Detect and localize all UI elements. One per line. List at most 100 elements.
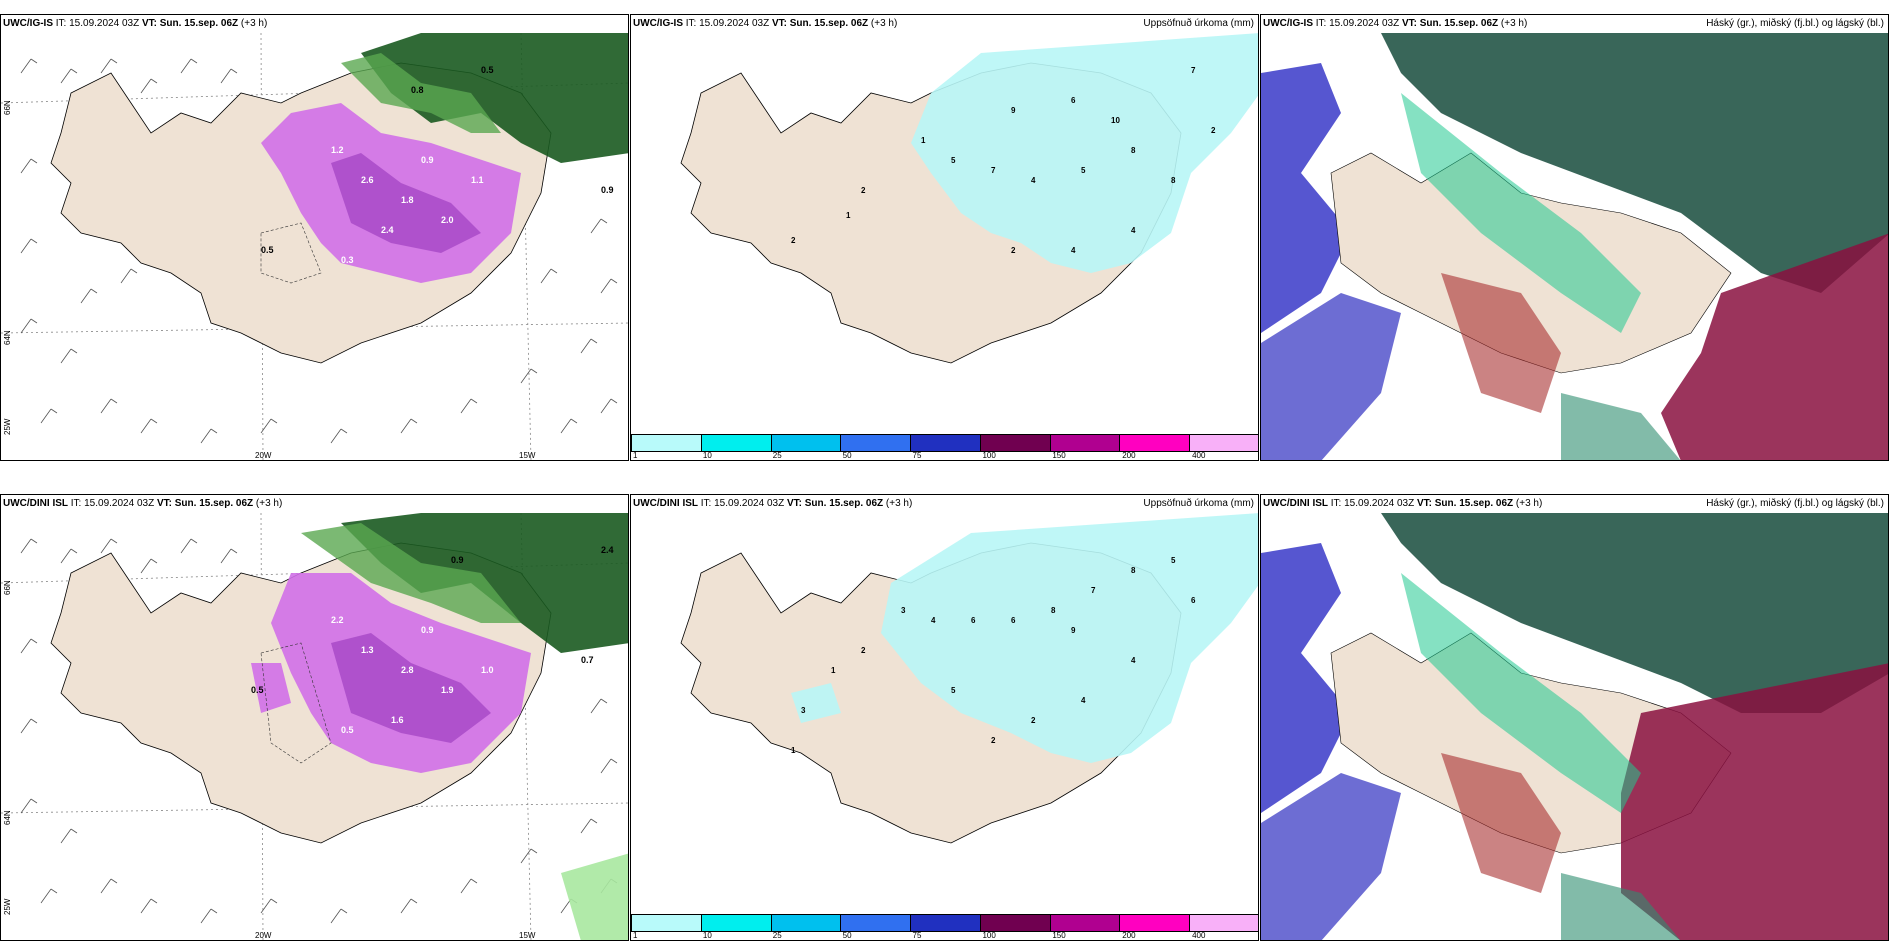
- svg-text:4: 4: [1031, 176, 1036, 185]
- panel-precip-row2: UWC/DINI ISL IT: 15.09.2024 03Z VT: Sun.…: [630, 494, 1259, 941]
- precip-colorbar: [631, 434, 1258, 452]
- svg-text:2: 2: [1211, 126, 1216, 135]
- svg-text:2.6: 2.6: [361, 175, 374, 185]
- precip-title: Uppsöfnuð úrkoma (mm): [1143, 18, 1254, 29]
- svg-text:2: 2: [1011, 246, 1016, 255]
- colorbar-segment: [1120, 915, 1191, 931]
- svg-text:5: 5: [951, 686, 956, 695]
- high-cloud: [1381, 33, 1888, 293]
- colorbar-segment: [632, 435, 702, 451]
- svg-text:2: 2: [991, 736, 996, 745]
- svg-text:1: 1: [846, 211, 851, 220]
- colorbar-segment: [1190, 915, 1258, 931]
- svg-text:0.9: 0.9: [421, 155, 434, 165]
- colorbar-tick-label: 50: [842, 931, 852, 940]
- svg-text:7: 7: [1191, 66, 1196, 75]
- svg-text:2.4: 2.4: [601, 545, 614, 555]
- mid-cloud: [1661, 233, 1888, 460]
- colorbar-segment: [1190, 435, 1258, 451]
- svg-text:0.5: 0.5: [481, 65, 494, 75]
- svg-text:6: 6: [1071, 96, 1076, 105]
- svg-text:2: 2: [791, 236, 796, 245]
- svg-text:3: 3: [801, 706, 806, 715]
- colorbar-tick-label: 400: [1192, 931, 1206, 940]
- svg-text:0.7: 0.7: [581, 655, 594, 665]
- precip-area: [911, 33, 1258, 273]
- svg-text:4: 4: [931, 616, 936, 625]
- svg-text:1: 1: [921, 136, 926, 145]
- svg-text:8: 8: [1131, 566, 1136, 575]
- corner-label-25w: 25W: [3, 898, 12, 915]
- svg-text:0.5: 0.5: [261, 245, 274, 255]
- svg-text:7: 7: [1091, 586, 1096, 595]
- svg-text:4: 4: [1081, 696, 1086, 705]
- colorbar-segment: [841, 435, 912, 451]
- svg-text:7: 7: [991, 166, 996, 175]
- colorbar-tick-label: 75: [912, 451, 922, 460]
- svg-text:1.3: 1.3: [361, 645, 374, 655]
- svg-text:6: 6: [1011, 616, 1016, 625]
- precip-title: Uppsöfnuð úrkoma (mm): [1143, 498, 1254, 509]
- lat-label-64n: 64N: [3, 810, 12, 825]
- svg-text:2: 2: [861, 186, 866, 195]
- cloud-map: [1261, 33, 1888, 460]
- svg-text:10: 10: [1111, 116, 1120, 125]
- precip-map: 3 4 6 6 8 7 8 5 6 4 4 2 2 5 2 1 3 1 9: [680, 513, 1258, 844]
- colorbar-tick-label: 25: [772, 931, 782, 940]
- lon-label-20w: 20W: [255, 931, 272, 940]
- panel-precip-row1: UWC/IG-IS IT: 15.09.2024 03Z VT: Sun. 15…: [630, 14, 1259, 461]
- green-precip: [361, 33, 628, 163]
- svg-text:2.4: 2.4: [381, 225, 394, 235]
- svg-text:6: 6: [1191, 596, 1196, 605]
- lat-label-66n: 66N: [3, 580, 12, 595]
- panel-header: UWC/IG-IS IT: 15.09.2024 03Z VT: Sun. 15…: [633, 18, 898, 29]
- svg-text:8: 8: [1051, 606, 1056, 615]
- mid-cloud: [1621, 663, 1888, 940]
- svg-text:2.0: 2.0: [441, 215, 454, 225]
- colorbar-tick-label: 1: [633, 931, 638, 940]
- panel-header: UWC/DINI ISL IT: 15.09.2024 03Z VT: Sun.…: [1263, 498, 1543, 509]
- colorbar-tick-label: 150: [1052, 931, 1066, 940]
- panel-wind-snow-row2: UWC/DINI ISL IT: 15.09.2024 03Z VT: Sun.…: [0, 494, 629, 941]
- svg-text:0.9: 0.9: [421, 625, 434, 635]
- cloud-title: Háský (gr.), miðský (fj.bl.) og lágský (…: [1706, 18, 1884, 29]
- panel-header: UWC/DINI ISL IT: 15.09.2024 03Z VT: Sun.…: [3, 498, 283, 509]
- low-cloud: [1261, 543, 1351, 813]
- panel-cloud-row2: UWC/DINI ISL IT: 15.09.2024 03Z VT: Sun.…: [1260, 494, 1889, 941]
- svg-text:1.8: 1.8: [401, 195, 414, 205]
- svg-text:1: 1: [831, 666, 836, 675]
- corner-label-25w: 25W: [3, 418, 12, 435]
- colorbar-tick-label: 1: [633, 451, 638, 460]
- svg-text:4: 4: [1131, 226, 1136, 235]
- svg-text:2.8: 2.8: [401, 665, 414, 675]
- svg-text:9: 9: [1011, 106, 1016, 115]
- svg-text:1.2: 1.2: [331, 145, 344, 155]
- colorbar-tick-label: 400: [1192, 451, 1206, 460]
- svg-text:1.9: 1.9: [441, 685, 454, 695]
- svg-text:4: 4: [1131, 656, 1136, 665]
- wind-barbs: [20, 538, 618, 924]
- colorbar-segment: [701, 435, 772, 451]
- low-cloud: [1261, 63, 1351, 333]
- panel-header: UWC/IG-IS IT: 15.09.2024 03Z VT: Sun. 15…: [3, 18, 268, 29]
- svg-text:8: 8: [1171, 176, 1176, 185]
- colorbar-tick-label: 10: [702, 451, 712, 460]
- wind-barbs: [20, 58, 618, 444]
- panel-cloud-row1: UWC/IG-IS IT: 15.09.2024 03Z VT: Sun. 15…: [1260, 14, 1889, 461]
- snow-depth-labels: 2.2 1.3 2.8 1.9 1.6 0.5 1.0 0.9: [331, 615, 494, 735]
- svg-text:0.5: 0.5: [341, 725, 354, 735]
- panel-header: UWC/DINI ISL IT: 15.09.2024 03Z VT: Sun.…: [633, 498, 913, 509]
- colorbar-tick-label: 100: [982, 931, 996, 940]
- high-cloud: [1381, 513, 1888, 713]
- precip-map: 1 5 7 4 5 8 8 10 6 9 7 2 4 4 2 2 1 2: [680, 33, 1258, 364]
- svg-text:0.9: 0.9: [451, 555, 464, 565]
- colorbar-tick-label: 200: [1122, 451, 1136, 460]
- svg-text:0.8: 0.8: [411, 85, 424, 95]
- cloud-title: Háský (gr.), miðský (fj.bl.) og lágský (…: [1706, 498, 1884, 509]
- colorbar-tick-label: 75: [912, 931, 922, 940]
- svg-text:2.2: 2.2: [331, 615, 344, 625]
- wind-snow-map: 1.2 2.6 1.8 2.0 2.4 0.3 1.1 0.9 0.8 0.5 0.9 0.5: [1, 33, 628, 460]
- svg-text:5: 5: [951, 156, 956, 165]
- colorbar-segment: [841, 915, 912, 931]
- colorbar-segment: [771, 915, 842, 931]
